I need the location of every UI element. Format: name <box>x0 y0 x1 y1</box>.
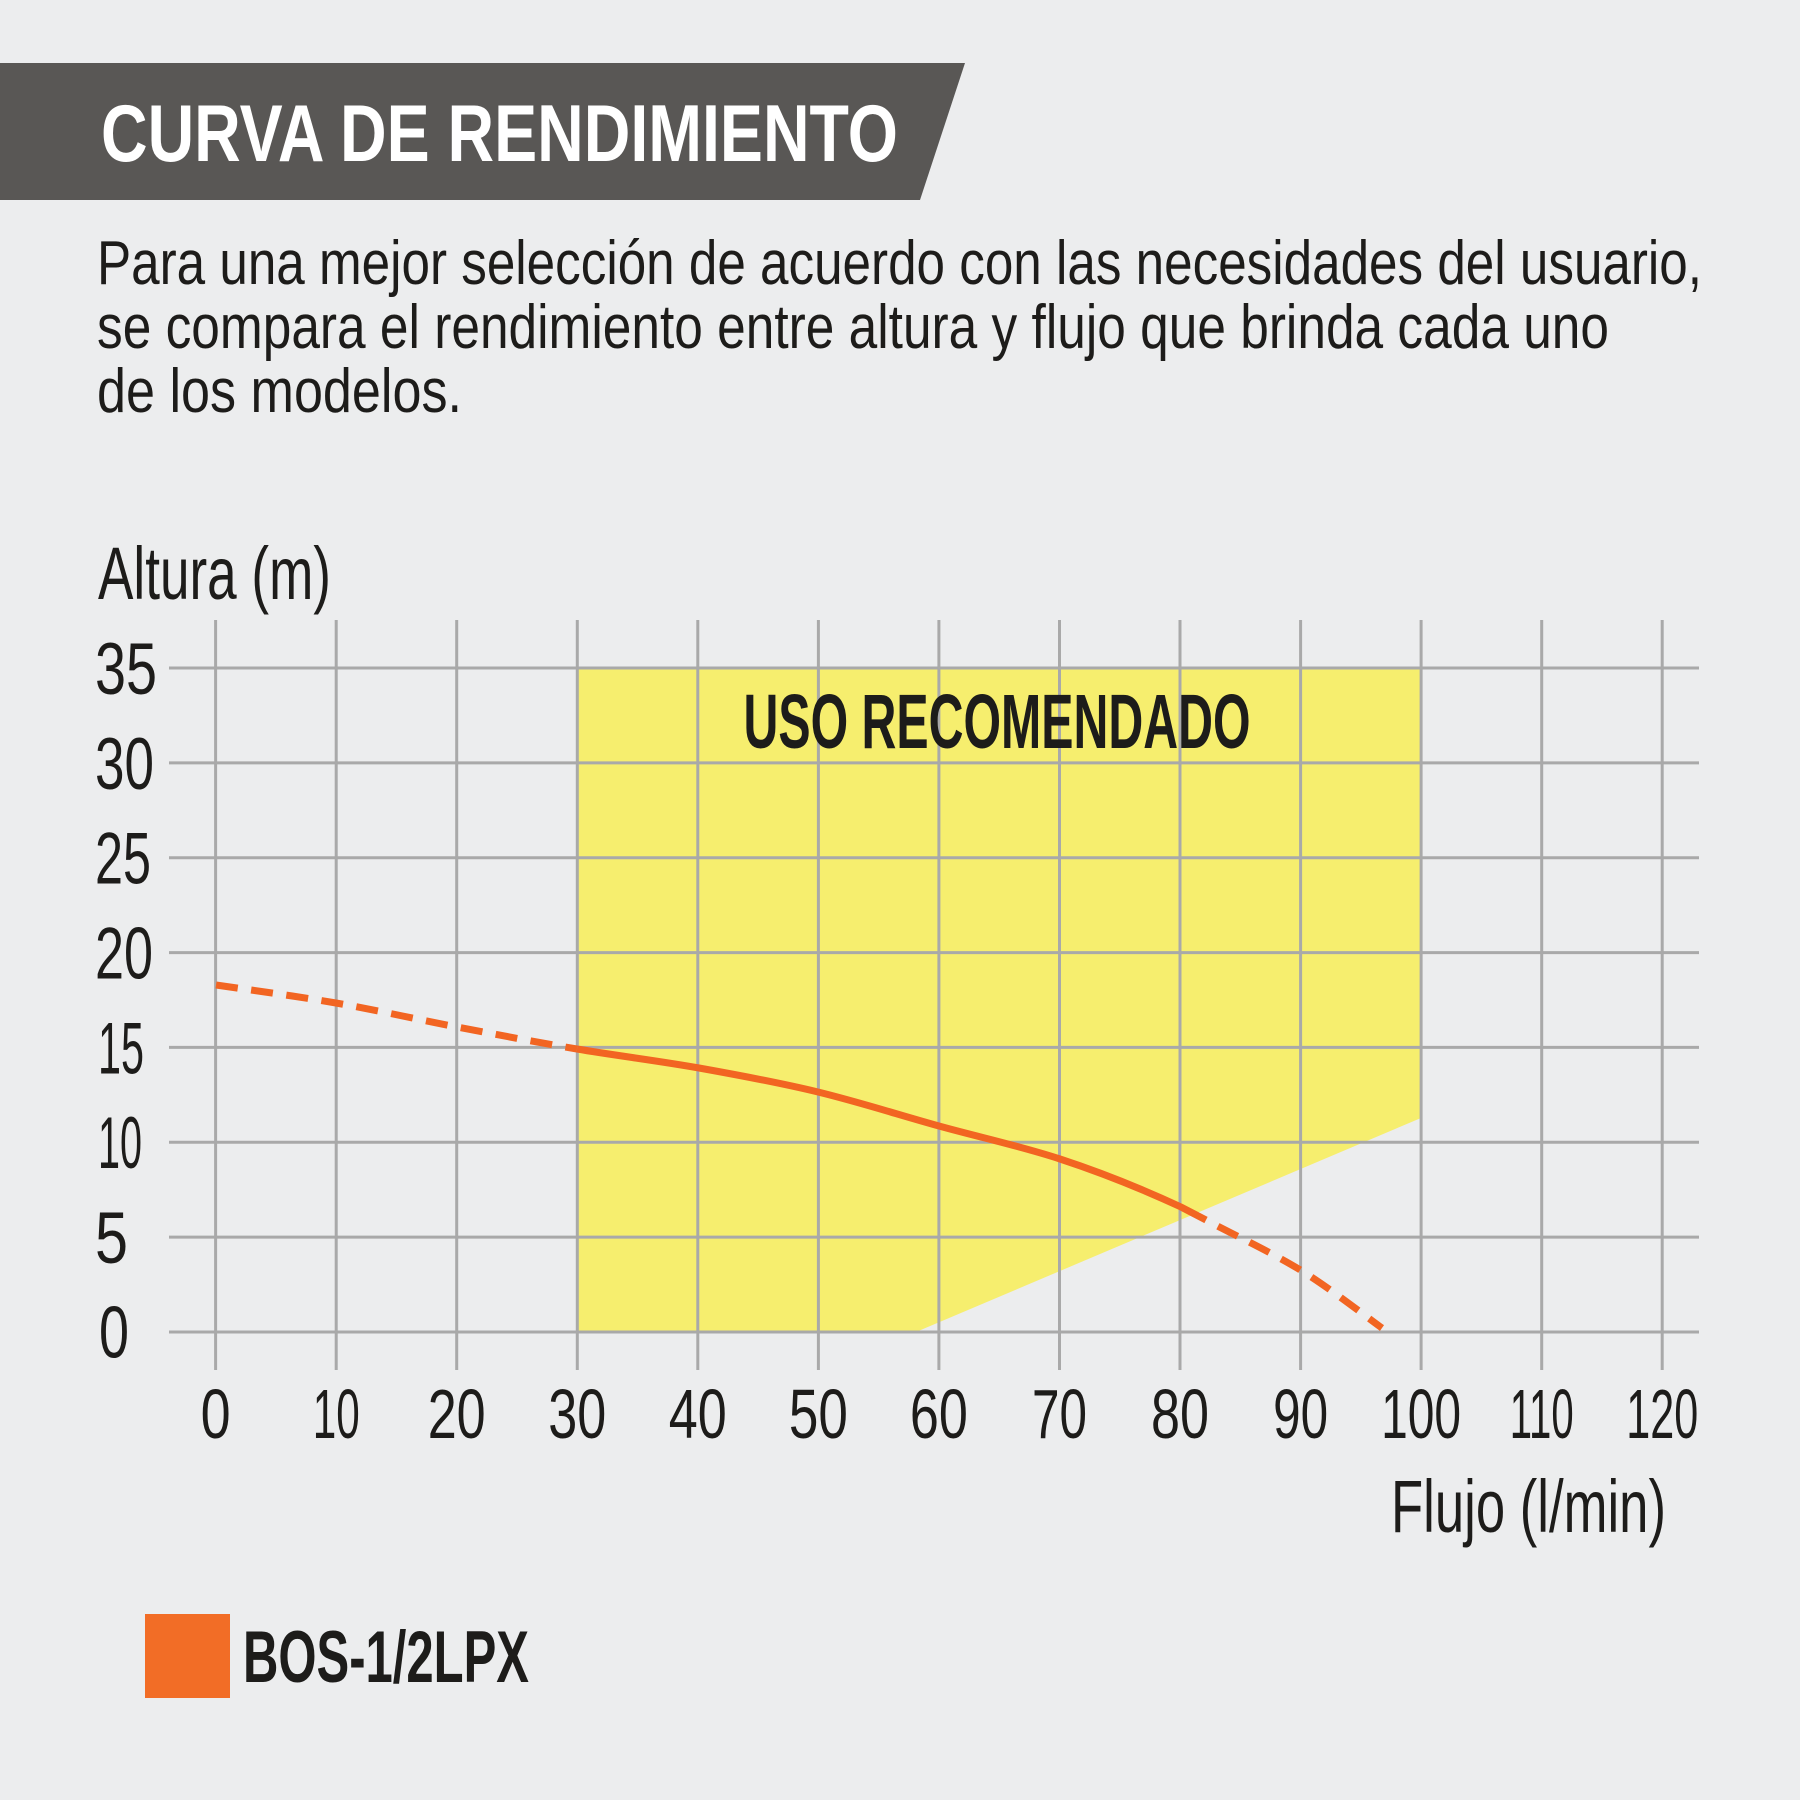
svg-text:CURVA DE RENDIMIENTO: CURVA DE RENDIMIENTO <box>101 89 898 179</box>
svg-text:Altura (m): Altura (m) <box>98 532 331 615</box>
svg-text:50: 50 <box>789 1375 848 1453</box>
svg-text:15: 15 <box>98 1008 144 1089</box>
svg-text:0: 0 <box>201 1375 231 1453</box>
svg-text:de los modelos.: de los modelos. <box>97 357 462 426</box>
svg-text:20: 20 <box>95 914 153 995</box>
svg-text:80: 80 <box>1151 1375 1209 1453</box>
svg-text:10: 10 <box>98 1103 142 1184</box>
svg-text:Para una mejor selección de ac: Para una mejor selección de acuerdo con … <box>97 229 1702 298</box>
svg-text:25: 25 <box>95 819 151 900</box>
svg-text:0: 0 <box>99 1293 129 1374</box>
svg-text:BOS-1/2LPX: BOS-1/2LPX <box>243 1617 529 1698</box>
svg-text:40: 40 <box>669 1375 727 1453</box>
svg-text:USO RECOMENDADO: USO RECOMENDADO <box>744 679 1251 765</box>
svg-text:70: 70 <box>1032 1375 1087 1453</box>
svg-text:30: 30 <box>95 724 154 805</box>
svg-text:20: 20 <box>428 1375 486 1453</box>
svg-text:120: 120 <box>1626 1375 1698 1453</box>
svg-text:10: 10 <box>313 1375 360 1453</box>
svg-text:100: 100 <box>1381 1375 1461 1453</box>
svg-text:5: 5 <box>95 1198 128 1279</box>
svg-text:110: 110 <box>1510 1375 1574 1453</box>
svg-text:30: 30 <box>548 1375 606 1453</box>
svg-text:35: 35 <box>95 629 157 710</box>
svg-text:90: 90 <box>1273 1375 1328 1453</box>
svg-text:se compara el rendimiento entr: se compara el rendimiento entre altura y… <box>97 293 1609 362</box>
svg-text:60: 60 <box>910 1375 968 1453</box>
svg-text:Flujo (l/min): Flujo (l/min) <box>1391 1465 1666 1548</box>
